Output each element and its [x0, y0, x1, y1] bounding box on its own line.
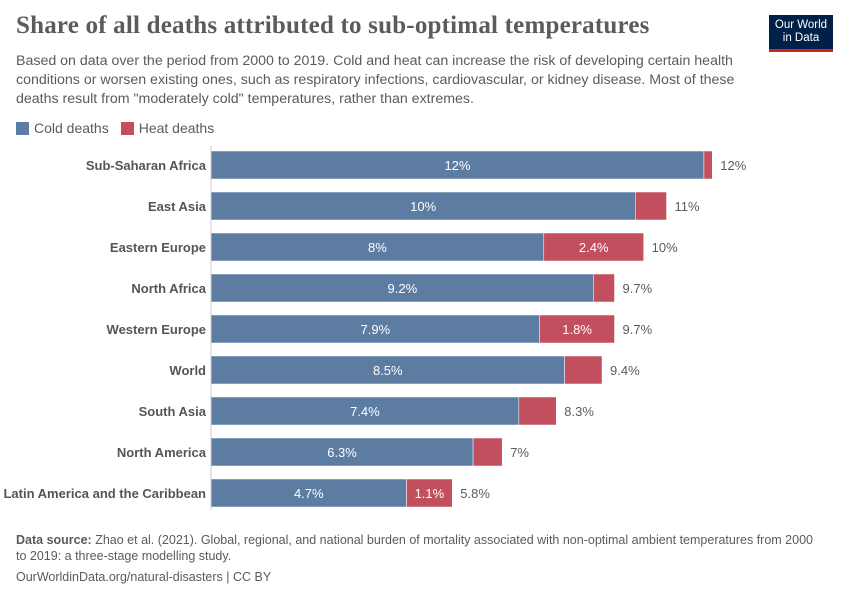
category-label: Western Europe	[107, 322, 206, 337]
bar-label-cold: 8%	[368, 240, 387, 255]
total-label: 8.3%	[564, 404, 594, 419]
footer-source: Data source: Zhao et al. (2021). Global,…	[16, 532, 816, 564]
bar-cold	[210, 273, 594, 303]
total-label: 9.7%	[623, 322, 653, 337]
legend-label-cold: Cold deaths	[34, 120, 109, 136]
legend-item-heat[interactable]: Heat deaths	[120, 120, 215, 136]
chart-subtitle: Based on data over the period from 2000 …	[16, 53, 735, 107]
bar-label-heat: 1.8%	[562, 322, 592, 337]
bar-cold	[210, 232, 545, 262]
bar-heat	[543, 232, 644, 262]
total-label: 10%	[652, 240, 678, 255]
category-label: East Asia	[148, 199, 207, 214]
category-label: Latin America and the Caribbean	[3, 486, 206, 501]
bar-heat	[472, 437, 503, 467]
category-label: Sub-Saharan Africa	[86, 158, 207, 173]
bar-label-cold: 8.5%	[373, 363, 403, 378]
bar-label-cold: 9.2%	[388, 281, 418, 296]
category-label: North Africa	[131, 281, 206, 296]
legend-item-cold[interactable]: Cold deaths	[16, 120, 109, 136]
bar-label-heat: 1.1%	[415, 486, 445, 501]
bar-heat	[703, 150, 713, 180]
bar-cold	[210, 314, 540, 344]
total-label: 5.8%	[460, 486, 490, 501]
total-label: 12%	[720, 158, 746, 173]
source-label: Data source:	[16, 533, 92, 547]
bar-label-heat: 2.4%	[579, 240, 609, 255]
total-label: 11%	[675, 199, 700, 214]
bar-cold	[210, 396, 520, 426]
bar-label-cold: 7.4%	[350, 404, 380, 419]
bar-label-cold: 4.7%	[294, 486, 324, 501]
category-label: World	[169, 363, 206, 378]
bar-cold	[210, 355, 565, 385]
chart-title: Share of all deaths attributed to sub-op…	[16, 12, 650, 39]
bar-heat	[593, 273, 615, 303]
total-label: 7%	[510, 445, 529, 460]
legend-label-heat: Heat deaths	[138, 120, 215, 136]
footer-url[interactable]: OurWorldinData.org/natural-disasters | C…	[16, 570, 272, 584]
legend-swatch-heat	[120, 121, 134, 135]
total-label: 9.4%	[610, 363, 640, 378]
bar-heat	[564, 355, 603, 385]
owid-logo[interactable]: Our World in Data	[769, 15, 833, 52]
bar-heat	[406, 478, 453, 508]
bar-heat	[539, 314, 615, 344]
legend: Cold deaths Heat deaths	[16, 120, 214, 136]
logo-line-1: Our World	[774, 19, 828, 31]
legend-swatch-cold	[16, 121, 29, 135]
category-label: North America	[117, 445, 207, 460]
bar-label-cold: 6.3%	[327, 445, 357, 460]
bar-label-cold: 12%	[444, 158, 470, 173]
bar-label-cold: 10%	[410, 199, 436, 214]
total-label: 9.7%	[623, 281, 653, 296]
source-text: Zhao et al. (2021). Global, regional, an…	[16, 533, 813, 563]
category-label: South Asia	[139, 404, 207, 419]
bar-label-cold: 7.9%	[360, 322, 390, 337]
bar-heat	[635, 191, 667, 221]
bar-cold	[210, 437, 474, 467]
bar-heat	[518, 396, 557, 426]
logo-line-2: in Data	[782, 32, 820, 44]
category-label: Eastern Europe	[110, 240, 206, 255]
